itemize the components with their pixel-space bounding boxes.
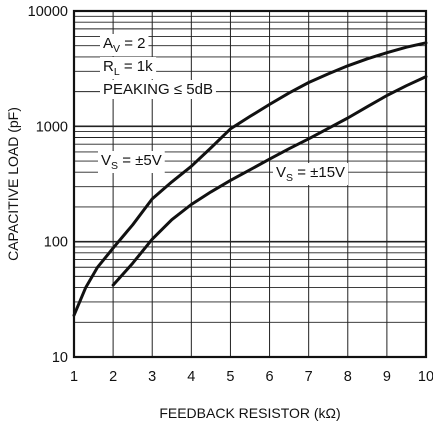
- series-group: [72, 41, 428, 317]
- series-label-vs-5v: VS = ±5V: [101, 152, 162, 172]
- x-tick-label: 5: [226, 369, 234, 385]
- series-line-vs-15v: [111, 75, 428, 287]
- series-line-vs-5v: [72, 41, 428, 317]
- x-tick-label: 4: [187, 369, 195, 385]
- y-tick-label: 10000: [28, 4, 68, 20]
- x-tick-label: 3: [148, 369, 156, 385]
- x-tick-labels: 1 2 3 4 5 6 7 8 9 10: [70, 369, 433, 385]
- series-label-vs-5v-background: [98, 151, 165, 173]
- y-tick-label: 1000: [36, 119, 68, 135]
- x-axis-label: FEEDBACK RESISTOR (kΩ): [159, 405, 340, 421]
- annotation-line-3-background: [100, 80, 216, 99]
- annotation-line-2: RL = 1k: [103, 58, 153, 78]
- series-label-vs-15v: VS = ±15V: [276, 164, 345, 184]
- y-tick-label: 100: [44, 235, 68, 251]
- x-tick-label: 8: [344, 369, 352, 385]
- annotation-line-1-background: [100, 34, 149, 56]
- x-tick-label: 7: [305, 369, 313, 385]
- series-label-vs-15v-background: [273, 163, 349, 185]
- x-tick-label: 1: [70, 369, 78, 385]
- plot-frame: [72, 9, 428, 359]
- annotation-line-1: AV = 2: [103, 35, 145, 55]
- y-tick-label: 10: [52, 350, 68, 366]
- x-tick-label: 2: [109, 369, 117, 385]
- x-tick-label: 10: [418, 369, 433, 385]
- y-axis-label: CAPACITIVE LOAD (pF): [5, 107, 21, 261]
- annotation-line-2-background: [100, 57, 157, 79]
- y-tick-labels: 10 100 1000 10000: [28, 4, 68, 366]
- annotation-group: AV = 2 RL = 1k PEAKING ≤ 5dB VS = ±5V VS = ±…: [98, 34, 349, 185]
- x-tick-label: 6: [266, 369, 274, 385]
- annotation-line-3: PEAKING ≤ 5dB: [103, 81, 213, 98]
- x-tick-label: 9: [383, 369, 391, 385]
